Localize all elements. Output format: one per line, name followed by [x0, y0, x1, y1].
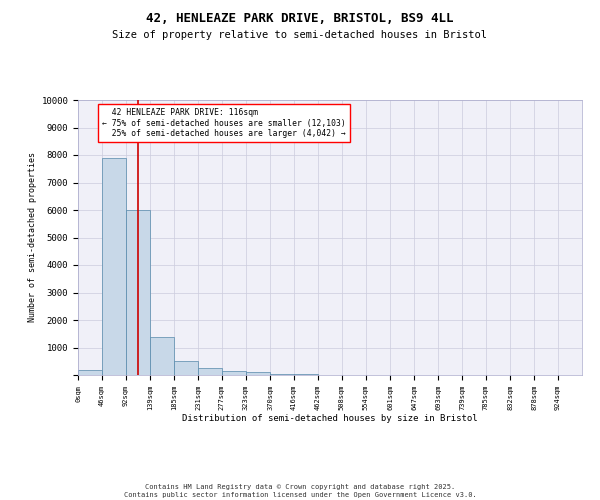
Bar [126, 210, 150, 375]
Bar [174, 361, 198, 375]
Bar [150, 336, 174, 375]
Text: Contains HM Land Registry data © Crown copyright and database right 2025.
Contai: Contains HM Land Registry data © Crown c… [124, 484, 476, 498]
Bar [222, 371, 246, 375]
Text: 42, HENLEAZE PARK DRIVE, BRISTOL, BS9 4LL: 42, HENLEAZE PARK DRIVE, BRISTOL, BS9 4L… [146, 12, 454, 26]
Bar [78, 370, 102, 375]
Y-axis label: Number of semi-detached properties: Number of semi-detached properties [28, 152, 37, 322]
Bar [246, 372, 270, 375]
Bar [198, 368, 222, 375]
Text: Size of property relative to semi-detached houses in Bristol: Size of property relative to semi-detach… [113, 30, 487, 40]
Bar [102, 158, 126, 375]
X-axis label: Distribution of semi-detached houses by size in Bristol: Distribution of semi-detached houses by … [182, 414, 478, 424]
Text: 42 HENLEAZE PARK DRIVE: 116sqm
← 75% of semi-detached houses are smaller (12,103: 42 HENLEAZE PARK DRIVE: 116sqm ← 75% of … [103, 108, 346, 138]
Bar [270, 374, 294, 375]
Bar [294, 374, 318, 375]
